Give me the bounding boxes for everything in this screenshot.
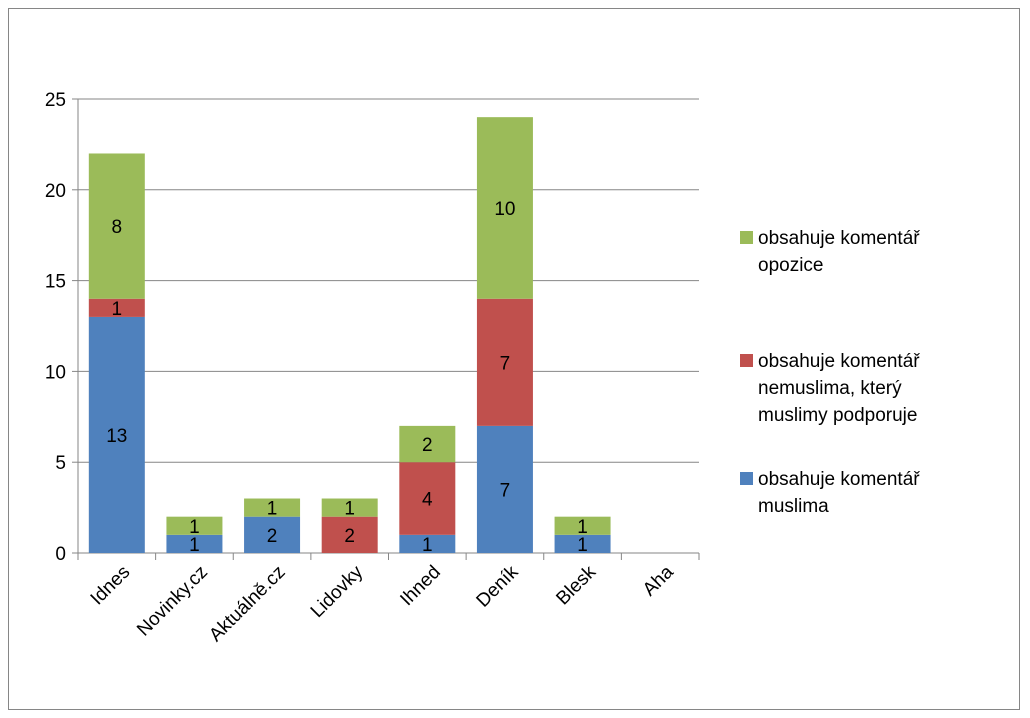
bar-segment [476,117,533,299]
data-label: 1 [189,535,200,556]
data-label: 2 [422,435,433,456]
y-tick-label: 5 [55,453,66,474]
data-label: 1 [577,535,588,556]
x-tick-label: Ihned [396,562,444,610]
bars [88,117,611,553]
bar-segment [244,498,301,517]
data-label: 2 [267,526,278,547]
bar-segment [476,425,533,553]
legend-entry-text: obsahuje komentář [758,351,920,372]
data-label: 7 [500,353,511,374]
x-tick-label: Novinky.cz [133,562,212,641]
gridlines [78,98,699,463]
data-label: 1 [577,517,588,538]
x-tick-label: Lidovky [307,561,368,622]
legend-entry-text: opozice [758,255,824,276]
x-tick-label: Aha [639,561,678,600]
bar-segment [321,498,378,517]
bar-segment [554,534,611,553]
x-tick-label: Deník [473,561,523,611]
legend-swatch [740,354,753,367]
data-label: 1 [189,517,200,538]
data-label: 1 [267,499,278,520]
legend-entry-text: muslima [758,496,829,517]
legend-swatch [740,231,753,244]
y-tick-label: 20 [45,181,66,202]
x-tick-label: Idnes [87,562,135,610]
bar-segment [244,516,301,553]
y-tick-label: 15 [45,272,66,293]
data-label: 2 [344,526,355,547]
data-label: 13 [106,426,127,447]
bar-segment [399,425,456,463]
bar-segment [88,298,145,317]
data-label: 10 [494,199,515,220]
x-tick-label: Aktuálně.cz [205,562,289,646]
bar-segment [399,534,456,553]
y-tick-label: 10 [45,362,66,383]
bar-segment [88,153,145,299]
legend: obsahuje komentář opozice obsahuje komentá… [740,228,920,517]
bar-segment [166,534,223,553]
bar-segment [88,316,145,553]
legend-entry-text: nemuslima, který [758,378,902,399]
data-label: 7 [500,480,511,501]
legend-entry-text: obsahuje komentář [758,228,920,249]
data-label: 4 [422,490,433,511]
data-label: 1 [344,499,355,520]
bar-segment [166,516,223,535]
y-tick-labels: 0 5 10 15 20 25 [45,90,66,565]
bar-segment [476,298,533,426]
y-tick-label: 25 [45,90,66,111]
bar-segment [554,516,611,535]
legend-entry-text: obsahuje komentář [758,469,920,490]
legend-swatch [740,472,753,485]
data-label: 1 [112,299,123,320]
bar-segment [399,462,456,535]
bar-segment [321,516,378,553]
y-tick-label: 0 [55,544,66,565]
legend-entry-text: muslimy podporuje [758,405,917,426]
axes [72,98,700,560]
x-tick-label: Blesk [552,561,600,609]
data-label: 1 [422,535,433,556]
data-label: 8 [112,217,123,238]
